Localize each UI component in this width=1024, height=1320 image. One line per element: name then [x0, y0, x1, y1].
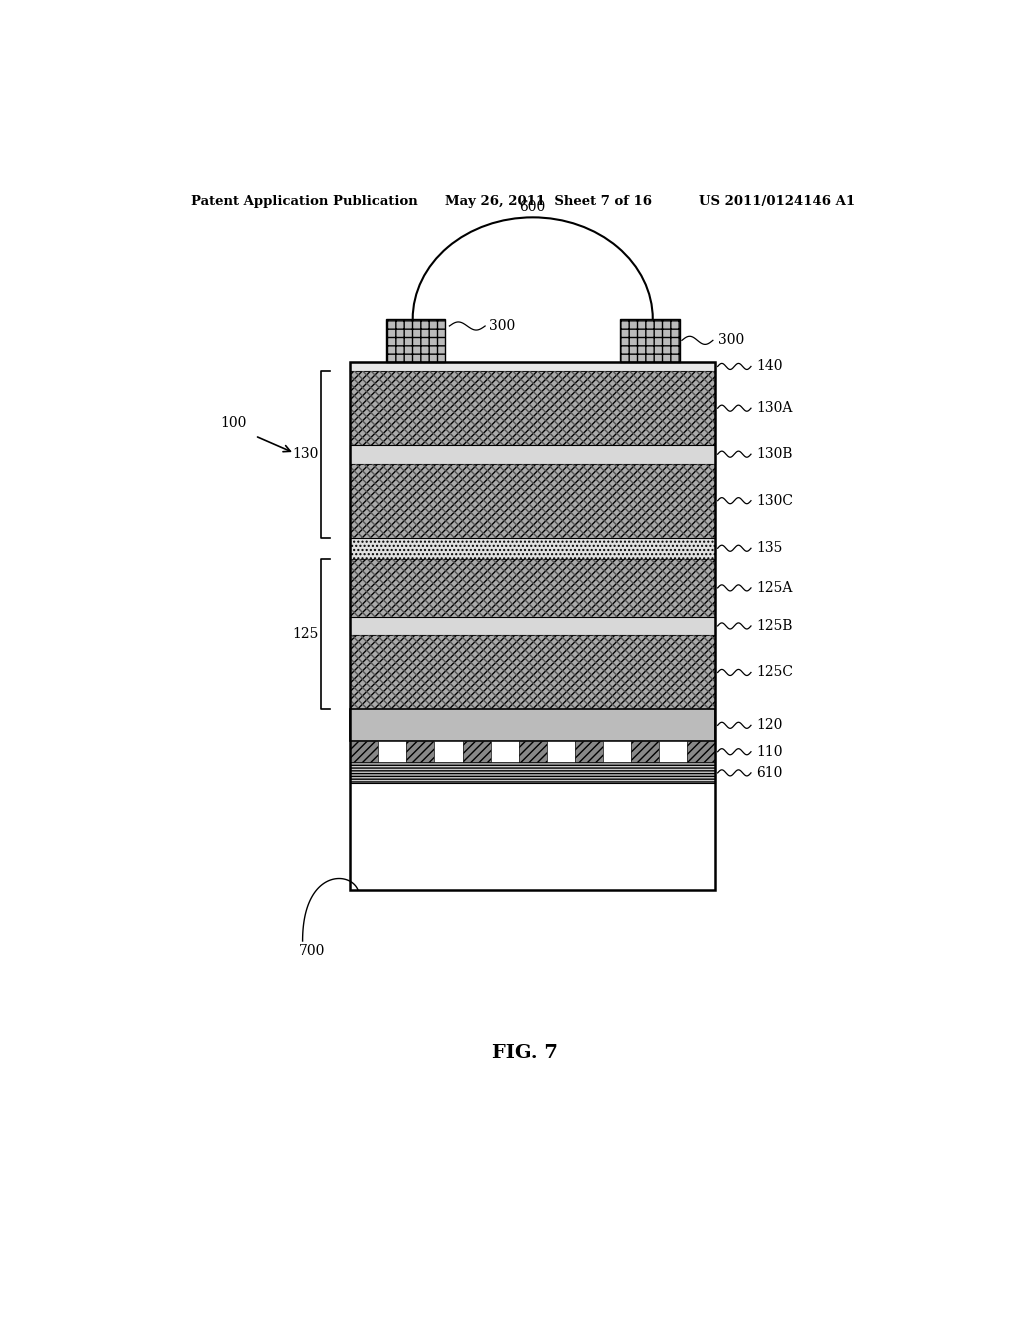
Text: 130B: 130B: [757, 447, 793, 461]
Bar: [620, 319, 680, 362]
Bar: [631, 741, 659, 763]
Text: 120: 120: [757, 718, 783, 733]
Text: FIG. 7: FIG. 7: [492, 1044, 558, 1061]
Bar: [350, 741, 715, 763]
Text: Patent Application Publication: Patent Application Publication: [191, 194, 418, 207]
Bar: [378, 741, 407, 763]
Text: 300: 300: [718, 334, 743, 347]
Bar: [603, 741, 631, 763]
Text: 100: 100: [220, 416, 247, 430]
Bar: [350, 635, 715, 709]
Bar: [350, 371, 715, 445]
Bar: [434, 741, 463, 763]
Bar: [519, 741, 547, 763]
Bar: [490, 741, 519, 763]
Bar: [350, 362, 715, 890]
Bar: [463, 741, 490, 763]
Bar: [350, 763, 715, 784]
Text: 125B: 125B: [757, 619, 793, 634]
Bar: [407, 741, 434, 763]
Text: 125: 125: [292, 627, 318, 642]
Bar: [659, 741, 687, 763]
Bar: [547, 741, 574, 763]
Text: 610: 610: [757, 766, 783, 780]
Text: US 2011/0124146 A1: US 2011/0124146 A1: [699, 194, 855, 207]
Bar: [350, 741, 378, 763]
Text: 135: 135: [757, 541, 783, 556]
Bar: [350, 362, 715, 371]
Text: 600: 600: [519, 201, 546, 214]
Text: 700: 700: [299, 944, 325, 958]
Bar: [350, 616, 715, 635]
Text: 140: 140: [757, 359, 783, 374]
Bar: [386, 319, 445, 362]
Bar: [350, 558, 715, 616]
Bar: [350, 463, 715, 537]
Bar: [574, 741, 603, 763]
Bar: [350, 709, 715, 741]
Text: 130C: 130C: [757, 494, 794, 508]
Text: 130: 130: [292, 447, 318, 462]
Bar: [350, 558, 715, 616]
Text: 125C: 125C: [757, 665, 794, 680]
Bar: [350, 371, 715, 445]
Bar: [350, 463, 715, 537]
Text: 300: 300: [489, 319, 515, 333]
Text: 110: 110: [757, 744, 783, 759]
Text: May 26, 2011  Sheet 7 of 16: May 26, 2011 Sheet 7 of 16: [445, 194, 652, 207]
Bar: [687, 741, 715, 763]
Text: 125A: 125A: [757, 581, 793, 595]
Bar: [350, 445, 715, 463]
Bar: [350, 537, 715, 558]
Text: 130A: 130A: [757, 401, 793, 416]
Bar: [350, 635, 715, 709]
